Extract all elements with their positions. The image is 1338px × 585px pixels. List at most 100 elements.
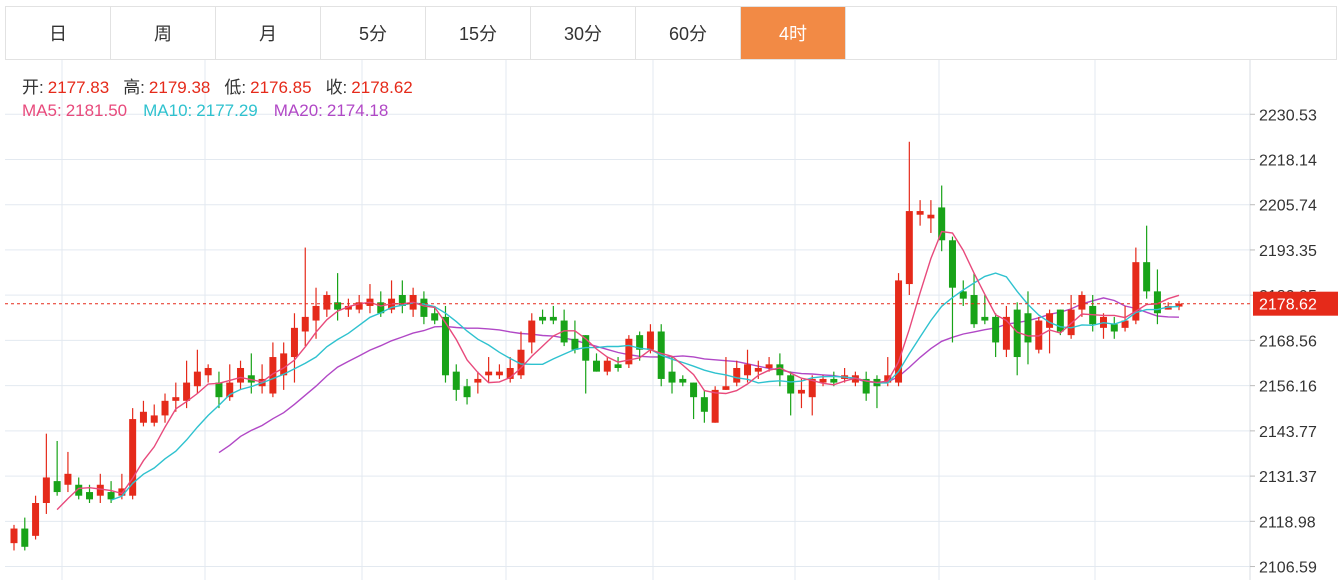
candle-body (1132, 262, 1140, 321)
candle-body (42, 477, 50, 504)
kline-chart-svg: 2230.532218.142205.742193.352180.952168.… (5, 60, 1338, 580)
ma5-line (56, 230, 1180, 511)
candle-body (118, 488, 126, 496)
candle-41 (452, 364, 460, 401)
candle-14 (161, 393, 169, 423)
candle-body (1121, 320, 1129, 328)
candle-103 (1121, 305, 1129, 332)
candle-body (517, 349, 525, 376)
candle-body (625, 338, 633, 365)
ma10-layer (110, 272, 1180, 501)
candle-13 (150, 404, 158, 427)
candle-82 (895, 273, 903, 387)
y-tick-label-7: 2143.77 (1259, 424, 1317, 441)
tab-6[interactable]: 60分 (636, 7, 741, 59)
candle-body (463, 386, 471, 398)
candle-body (172, 397, 180, 401)
tab-4[interactable]: 15分 (426, 7, 531, 59)
candle-2 (32, 495, 40, 540)
ma5-label: MA5: (22, 101, 62, 120)
candle-body (247, 375, 255, 383)
candle-body (53, 481, 61, 493)
ma10-value: 2177.29 (196, 101, 258, 120)
candle-body (830, 378, 838, 383)
candle-body (161, 400, 169, 416)
candle-body (603, 360, 611, 372)
candle-98 (1067, 295, 1075, 339)
candle-body (474, 378, 482, 383)
candle-body (215, 382, 223, 398)
candle-body (884, 375, 892, 383)
candle-body (237, 367, 245, 383)
candle-body (851, 375, 859, 383)
candle-61 (668, 357, 676, 394)
candle-body (193, 371, 201, 387)
candle-body (431, 313, 439, 321)
candle-body (398, 295, 406, 306)
candle-body (129, 419, 137, 496)
candle-21 (237, 360, 245, 390)
candle-body (10, 528, 18, 544)
tab-3[interactable]: 5分 (321, 7, 426, 59)
candle-29 (323, 291, 331, 317)
candle-body (679, 378, 687, 383)
candle-body (1143, 262, 1151, 292)
high-value: 2179.38 (148, 78, 211, 97)
candle-body (668, 371, 676, 383)
candle-body (776, 364, 784, 376)
candle-38 (420, 291, 428, 325)
candle-59 (646, 324, 654, 354)
open-label: 开: (22, 78, 44, 97)
candle-80 (873, 375, 881, 409)
candle-body (334, 302, 342, 310)
candle-body (355, 302, 363, 310)
candle-106 (1153, 269, 1161, 325)
tab-0[interactable]: 日 (6, 7, 111, 59)
y-tick-label-1: 2218.14 (1259, 152, 1317, 169)
candle-body (862, 378, 870, 394)
candle-body (938, 207, 946, 241)
candle-83 (905, 141, 913, 296)
low-value: 2176.85 (250, 78, 312, 97)
tab-2[interactable]: 月 (216, 7, 321, 59)
candle-69 (754, 360, 762, 379)
candle-73 (797, 378, 805, 409)
y-tick-label-2: 2205.74 (1259, 198, 1317, 215)
candle-96 (1046, 309, 1054, 354)
candle-52 (571, 320, 579, 354)
candle-66 (722, 357, 730, 390)
last-price-marker: 2178.62 (5, 291, 1338, 316)
candle-body (927, 214, 935, 219)
candle-76 (830, 371, 838, 387)
candle-body (312, 305, 320, 321)
candle-body (1002, 316, 1010, 350)
candle-63 (690, 382, 698, 420)
candle-70 (765, 357, 773, 372)
candle-92 (1002, 305, 1010, 358)
tab-1[interactable]: 周 (111, 7, 216, 59)
candle-body (528, 320, 536, 343)
candle-body (64, 473, 72, 485)
candle-body (1110, 324, 1118, 332)
open-value: 2177.83 (47, 78, 110, 97)
candle-body (269, 357, 277, 394)
candle-26 (290, 313, 298, 383)
candle-46 (506, 357, 514, 383)
ma10-line (110, 272, 1180, 501)
candle-body (571, 338, 579, 350)
candle-body (420, 298, 428, 317)
tab-5[interactable]: 30分 (531, 7, 636, 59)
ma5-value: 2181.50 (65, 101, 128, 120)
candle-47 (517, 331, 525, 379)
candle-33 (366, 284, 374, 314)
candle-body (711, 389, 719, 423)
candle-body (981, 316, 989, 321)
candle-body (1024, 313, 1032, 343)
candle-body (797, 389, 805, 394)
candle-58 (636, 331, 644, 361)
candle-body (992, 316, 1000, 343)
tab-7[interactable]: 4时 (741, 7, 846, 59)
candle-39 (431, 305, 439, 325)
candle-body (323, 295, 331, 310)
candle-17 (193, 349, 201, 394)
